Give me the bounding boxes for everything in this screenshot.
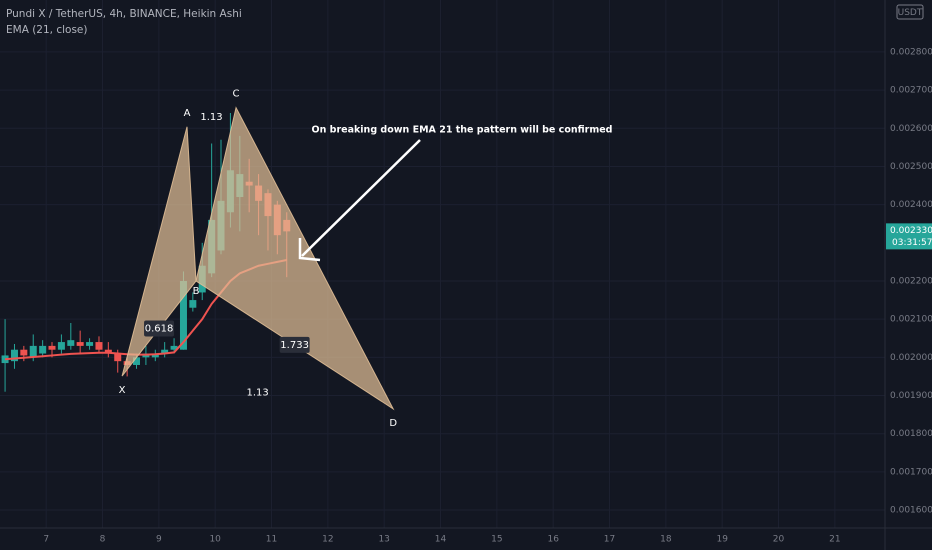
- x-tick-label: 13: [378, 535, 389, 545]
- pattern-point-label: C: [233, 89, 240, 100]
- price-axis: [885, 0, 932, 550]
- pattern-point-label: A: [184, 108, 191, 119]
- currency-box[interactable]: [896, 4, 924, 20]
- candle-body: [76, 342, 84, 346]
- y-tick-label: 0.0028000: [890, 47, 932, 57]
- x-tick-label: 20: [773, 535, 785, 545]
- candle-body: [189, 300, 197, 308]
- pattern-labels: X A B C D 0.618 1.13 1.733 1.13: [119, 89, 398, 429]
- x-tick-label: 21: [829, 535, 840, 545]
- candle-body: [48, 345, 56, 350]
- ratio-box: [144, 320, 175, 337]
- x-tick-label: 7: [43, 535, 49, 545]
- x-tick-label: 11: [266, 535, 277, 545]
- x-tick-label: 8: [100, 535, 106, 545]
- candle-body: [1, 355, 9, 364]
- pattern-point-label: X: [119, 385, 126, 396]
- candle-body: [57, 342, 65, 350]
- last-price-box: [886, 223, 932, 250]
- candle-body: [161, 349, 169, 354]
- candle-body: [170, 345, 178, 350]
- candle-body: [29, 345, 37, 358]
- candle-body: [151, 353, 159, 358]
- indicator-legend: EMA (21, close): [6, 24, 88, 36]
- arrow: [301, 139, 421, 257]
- x-tick-label: 19: [716, 535, 728, 545]
- candle-body: [86, 342, 94, 346]
- pattern-point-label: D: [389, 418, 397, 429]
- candle-body: [179, 280, 187, 350]
- candle-body: [114, 353, 122, 362]
- x-tick-label: 9: [156, 535, 162, 545]
- candle-body: [95, 342, 103, 350]
- countdown: 03:31:57: [892, 238, 932, 248]
- x-tick-label: 12: [322, 535, 333, 545]
- x-tick-label: 10: [209, 535, 221, 545]
- x-tick-label: 14: [435, 535, 447, 545]
- currency[interactable]: USDT: [898, 8, 923, 18]
- pattern-point-label: B: [193, 286, 200, 297]
- arrow-head: [298, 238, 321, 262]
- candle-body: [67, 340, 75, 346]
- ratio-label: 1.13: [200, 112, 222, 123]
- x-tick-label: 16: [547, 535, 559, 545]
- x-tick-label: 18: [660, 535, 672, 545]
- ratio-label: 1.733: [280, 340, 309, 351]
- candle-body: [20, 349, 28, 356]
- x-tick-label: 15: [491, 535, 502, 545]
- candle-body: [104, 349, 112, 354]
- annotation: On breaking down EMA 21 the pattern will…: [312, 125, 613, 136]
- candle-body: [39, 345, 47, 354]
- ratio-label: 1.13: [247, 387, 269, 398]
- ratio-box: [279, 336, 310, 353]
- candle-body: [132, 357, 140, 365]
- ratio-label: 0.618: [145, 324, 174, 335]
- time-axis: [0, 528, 885, 550]
- chart-title: Pundi X / TetherUS, 4h, BINANCE, Heikin …: [6, 8, 242, 20]
- candle-body: [10, 349, 18, 362]
- x-tick-label: 17: [604, 535, 615, 545]
